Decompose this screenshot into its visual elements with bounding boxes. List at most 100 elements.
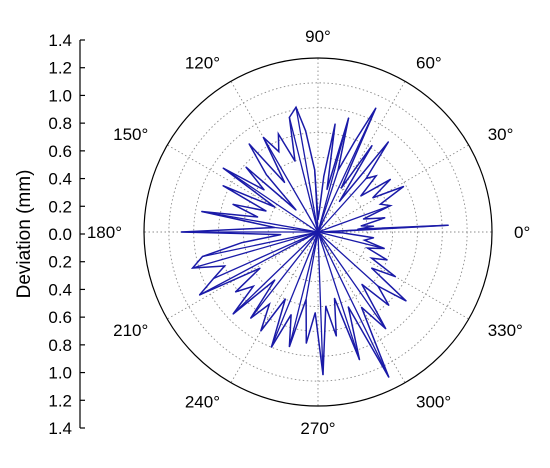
- series-spike: [262, 136, 319, 233]
- angle-label: 150°: [113, 125, 148, 144]
- grid-spoke: [167, 144, 319, 233]
- angle-label: 120°: [185, 53, 220, 72]
- data-point: [323, 231, 325, 233]
- data-point: [262, 136, 264, 138]
- data-point: [274, 226, 276, 229]
- data-point: [375, 107, 377, 109]
- data-point: [403, 185, 405, 188]
- axis-tick-label: 1.0: [48, 86, 72, 105]
- data-point: [363, 239, 366, 241]
- axis-tick-label: 0.8: [48, 336, 72, 355]
- data-point: [357, 228, 359, 230]
- data-point: [257, 216, 259, 218]
- data-point: [288, 346, 290, 348]
- data-point: [360, 306, 363, 308]
- data-point: [347, 306, 349, 308]
- data-point: [358, 359, 361, 361]
- data-point: [305, 130, 307, 132]
- data-point: [305, 298, 307, 300]
- data-point: [248, 143, 250, 145]
- data-point: [288, 116, 290, 118]
- series-spike: [317, 177, 367, 233]
- grid-spoke: [317, 144, 469, 233]
- data-point: [322, 374, 324, 376]
- data-point: [365, 177, 367, 179]
- data-point: [337, 169, 339, 172]
- series-layer: [180, 105, 449, 378]
- data-point: [317, 219, 319, 221]
- series-spike: [317, 231, 387, 330]
- data-point: [373, 225, 375, 227]
- data-point: [361, 283, 363, 285]
- angle-label: 300°: [416, 393, 451, 412]
- data-point: [270, 346, 272, 348]
- axis-tick-label: 0.2: [48, 197, 72, 216]
- angle-label: 240°: [185, 393, 220, 412]
- data-point: [263, 189, 265, 191]
- series-spike: [317, 231, 361, 360]
- data-point: [252, 285, 254, 287]
- grid-ring: [242, 156, 394, 308]
- data-point: [338, 200, 340, 203]
- data-point: [232, 203, 234, 205]
- series-spike: [288, 117, 319, 233]
- series-spike: [201, 210, 319, 233]
- data-point: [250, 317, 252, 319]
- data-point: [388, 304, 390, 306]
- data-point: [260, 330, 262, 332]
- axis-tick-label: 0.2: [48, 253, 72, 272]
- data-point: [394, 276, 397, 278]
- data-point: [335, 335, 337, 337]
- angle-label: 210°: [113, 321, 148, 340]
- axis-tick-label: 0.4: [48, 280, 72, 299]
- data-point: [201, 255, 204, 258]
- data-point: [295, 209, 297, 211]
- grid-spoke: [317, 231, 406, 383]
- series-spike: [317, 204, 391, 233]
- angle-label: 0°: [514, 223, 530, 242]
- data-point: [274, 206, 276, 208]
- grid-spoke: [317, 231, 469, 320]
- data-point: [314, 169, 316, 171]
- axis-tick-label: 0.4: [48, 170, 72, 189]
- data-point: [241, 242, 243, 244]
- series-spike: [232, 231, 319, 315]
- data-point: [265, 174, 267, 176]
- series-spike: [222, 167, 319, 233]
- axis-tick-label: 0.6: [48, 142, 72, 161]
- axis-tick-label: 0.8: [48, 114, 72, 133]
- data-point: [326, 188, 328, 191]
- data-point: [284, 181, 286, 184]
- angle-label: 60°: [416, 53, 442, 72]
- series-spike: [250, 231, 319, 319]
- grid-ring: [267, 181, 369, 283]
- angle-labels: 0° 30° 60° 90° 120° 150° 180° 210° 240° 270° 300° 3…: [87, 27, 530, 438]
- data-point: [234, 291, 237, 293]
- data-point: [305, 342, 307, 344]
- data-point: [387, 141, 389, 143]
- data-point: [280, 234, 282, 236]
- deviation-axis-ticks: 1.4 1.2 1.0 0.8 0.6 0.4 0.2 0.0 0.2 0.4 0.6 0.8 1.0 1…: [48, 31, 85, 438]
- data-point: [212, 277, 215, 280]
- data-point: [294, 160, 296, 162]
- series-spike: [314, 169, 319, 233]
- series-spike: [202, 231, 319, 258]
- data-point: [284, 298, 286, 300]
- data-point: [371, 145, 373, 147]
- angle-label: 180°: [87, 223, 122, 242]
- series-spike: [305, 231, 319, 300]
- data-point: [245, 166, 247, 168]
- data-point: [362, 218, 364, 220]
- angle-label: 30°: [488, 125, 514, 144]
- data-point: [278, 151, 280, 153]
- data-point: [290, 314, 292, 316]
- series-spike: [317, 107, 377, 233]
- axis-tick-label: 1.0: [48, 364, 72, 383]
- series-spike: [288, 231, 319, 347]
- data-point: [180, 231, 182, 233]
- axis-tick-label: 1.4: [48, 419, 72, 438]
- axis-tick-label: 0.0: [48, 225, 72, 244]
- series-spike: [317, 231, 390, 378]
- data-point: [265, 210, 267, 212]
- grid-spoke: [167, 231, 319, 320]
